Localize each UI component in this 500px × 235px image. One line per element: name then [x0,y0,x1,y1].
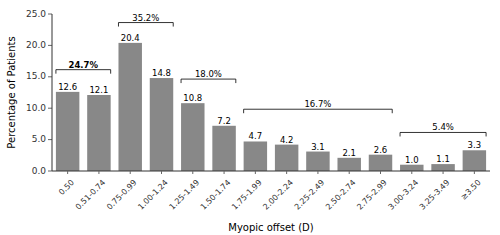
bar [337,158,360,171]
bar [306,152,329,171]
data-label: 3.1 [311,142,325,152]
x-tick-label: 0.51-0.74 [74,178,108,212]
y-tick [48,139,52,140]
x-tick [161,171,162,174]
bar [181,103,204,171]
bar [87,95,110,171]
y-tick [48,108,52,109]
bar [118,43,141,171]
data-label: 3.3 [468,140,482,150]
bracket-label: 5.4% [432,122,454,132]
x-tick-label: ≥3.50 [459,178,483,202]
y-tick-label: 10.0 [26,103,46,113]
y-tick [48,45,52,46]
bracket [244,109,393,113]
x-tick [411,171,412,174]
bracket-label: 16.7% [304,99,331,109]
bracket-label: 18.0% [195,69,222,79]
x-tick-label: 1.00-1.24 [136,178,170,212]
data-label: 7.2 [217,116,231,126]
bar [56,92,79,171]
data-label: 20.4 [121,33,140,43]
x-tick-label: 1.25-1.49 [168,178,202,212]
x-tick-label: 2.75-2.99 [355,178,389,212]
x-tick-label: 1.75-1.99 [230,178,264,212]
y-axis [52,14,53,171]
data-label: 2.1 [342,148,356,158]
x-tick [474,171,475,174]
data-label: 14.8 [152,68,171,78]
bar [369,155,392,171]
y-tick-label: 25.0 [26,9,46,19]
bracket [56,70,111,74]
data-label: 2.6 [374,145,388,155]
x-tick-label: 1.50-1.74 [199,178,233,212]
x-tick [380,171,381,174]
x-tick-label: 3.00-3.24 [387,178,421,212]
x-tick-label: 2.00-2.24 [261,178,295,212]
x-tick-label: 2.50-2.74 [324,178,358,212]
x-tick [317,171,318,174]
bar [431,164,454,171]
bracket [400,132,486,136]
x-tick [192,171,193,174]
x-tick [349,171,350,174]
data-label: 4.7 [249,131,263,141]
x-tick [98,171,99,174]
x-tick [130,171,131,174]
y-tick-label: 5.0 [32,134,47,144]
data-label: 10.8 [183,93,202,103]
x-axis-label: Myopic offset (D) [228,222,314,233]
x-tick [255,171,256,174]
y-tick [48,14,52,15]
bars [56,43,486,171]
y-tick-label: 20.0 [26,40,46,50]
bracket-label: 24.7% [69,60,99,70]
y-axis-label: Percentage of Patients [6,36,17,148]
bar [463,150,486,171]
x-tick-label: 3.25-3.49 [418,178,452,212]
data-label: 12.1 [89,85,108,95]
bracket-label: 35.2% [132,13,159,23]
bar [212,126,235,171]
x-tick-label: 0.50 [57,178,76,197]
bar [275,145,298,171]
x-tick [224,171,225,174]
x-tick [67,171,68,174]
bar [400,165,423,171]
x-tick-label: 2.25-2.49 [293,178,327,212]
x-tick-label: 0.75-0.99 [105,178,139,212]
y-tick [48,171,52,172]
x-tick [286,171,287,174]
x-axis [52,171,490,172]
data-label: 4.2 [280,135,294,145]
y-tick-label: 0.0 [32,166,47,176]
bar [244,141,267,171]
y-tick-label: 15.0 [26,71,46,81]
bracket [118,23,173,27]
y-tick [48,76,52,77]
bar [150,78,173,171]
chart: 0.0 5.0 10.0 15.0 20.0 25.0 12.6 12.1 20.4 14.8 10… [0,0,500,235]
data-label: 1.0 [405,155,419,165]
x-tick [443,171,444,174]
data-label: 1.1 [436,154,450,164]
bracket [181,79,236,83]
data-label: 12.6 [58,82,77,92]
